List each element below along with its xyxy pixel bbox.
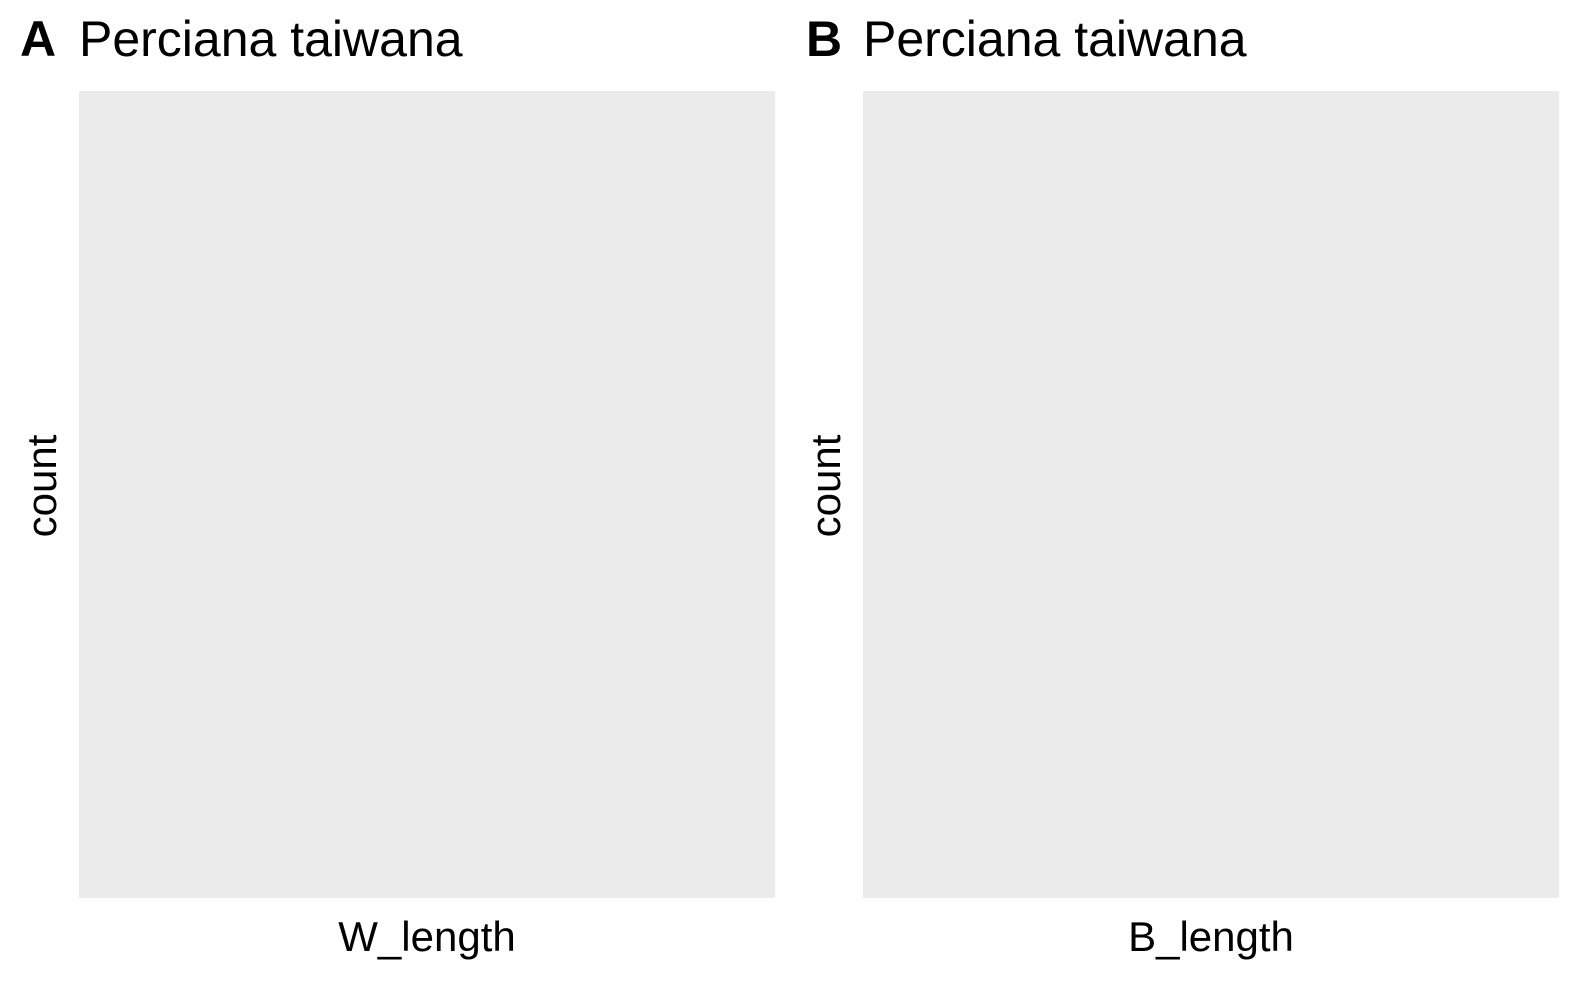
y-axis-label: count	[802, 434, 849, 538]
chart-title: Perciana taiwana	[79, 11, 463, 67]
x-axis-label: B_length	[1128, 913, 1294, 960]
chart-title: Perciana taiwana	[863, 11, 1247, 67]
chart-panel-a: A Perciana taiwana count W_length	[0, 0, 796, 984]
plot-area	[863, 91, 1559, 898]
plot-area	[79, 91, 775, 898]
panel-tag: B	[806, 11, 843, 67]
y-axis-label: count	[18, 434, 65, 538]
x-axis-label: W_length	[338, 913, 516, 960]
panel-tag: A	[20, 11, 57, 67]
chart-panel-b: B Perciana taiwana count B_length	[796, 0, 1592, 984]
